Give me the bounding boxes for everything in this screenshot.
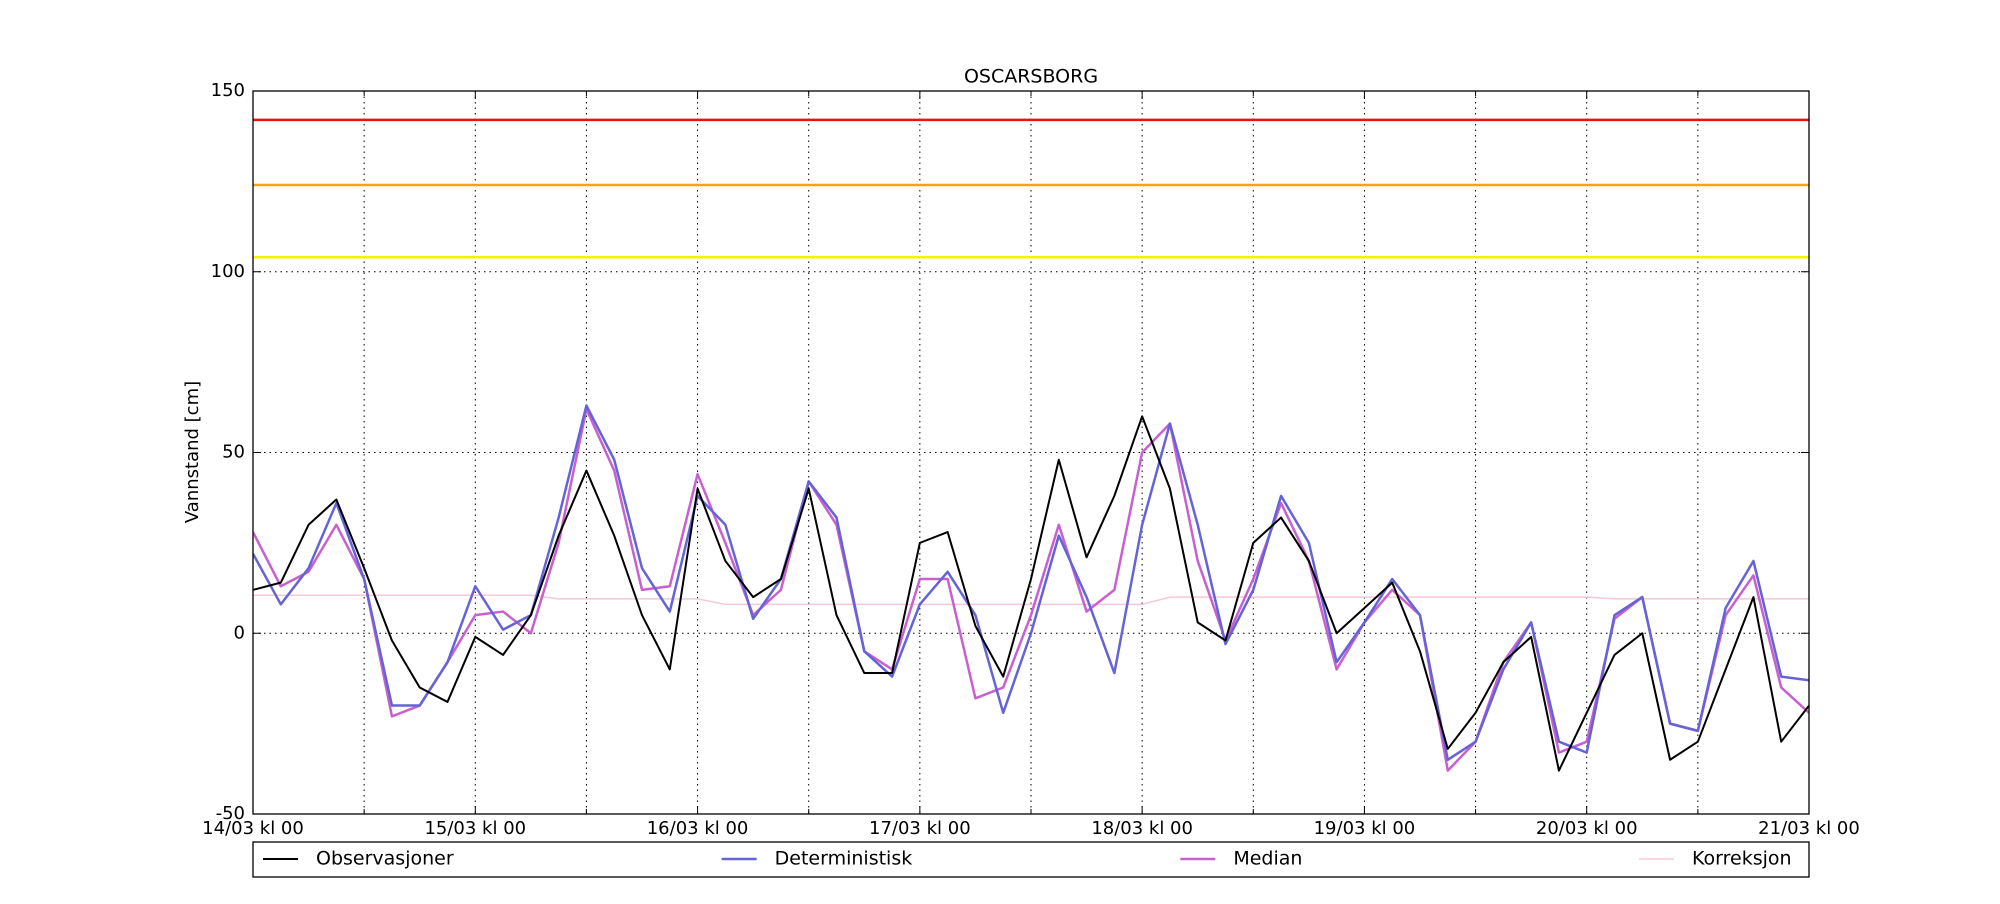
legend-label: Korreksjon xyxy=(1692,848,1792,870)
x-tick-label: 15/03 kl 00 xyxy=(424,818,526,839)
x-tick-label: 14/03 kl 00 xyxy=(202,818,304,839)
x-tick-label: 18/03 kl 00 xyxy=(1091,818,1193,839)
y-tick-label: 100 xyxy=(211,261,245,282)
x-tick-label: 19/03 kl 00 xyxy=(1314,818,1416,839)
x-tick-label: 16/03 kl 00 xyxy=(647,818,749,839)
legend-label: Deterministisk xyxy=(775,848,913,870)
y-tick-label: 150 xyxy=(211,80,245,101)
legend-label: Observasjoner xyxy=(316,848,454,870)
axes: -50 0 50 100 150 14/03 kl 00 15/03 kl 00 16/03 … xyxy=(202,80,1860,839)
series-line xyxy=(253,407,1809,772)
plot-area xyxy=(253,118,1809,772)
x-tick-label: 21/03 kl 00 xyxy=(1758,818,1860,839)
legend-label: Median xyxy=(1233,848,1302,870)
y-tick-label: 50 xyxy=(222,442,245,463)
chart-title: OSCARSBORG xyxy=(964,66,1098,88)
series-line xyxy=(253,594,1809,606)
series-line xyxy=(253,415,1809,772)
legend: Observasjoner Deterministisk Median Korreks… xyxy=(263,848,1792,870)
x-tick-label: 17/03 kl 00 xyxy=(869,818,971,839)
y-axis-label: Vannstand [cm] xyxy=(182,381,203,523)
y-tick-label: 0 xyxy=(234,622,245,643)
series-line xyxy=(253,404,1809,762)
y-tick-label: -50 xyxy=(216,803,245,824)
x-tick-label: 20/03 kl 00 xyxy=(1536,818,1638,839)
legend-box xyxy=(252,841,1810,878)
